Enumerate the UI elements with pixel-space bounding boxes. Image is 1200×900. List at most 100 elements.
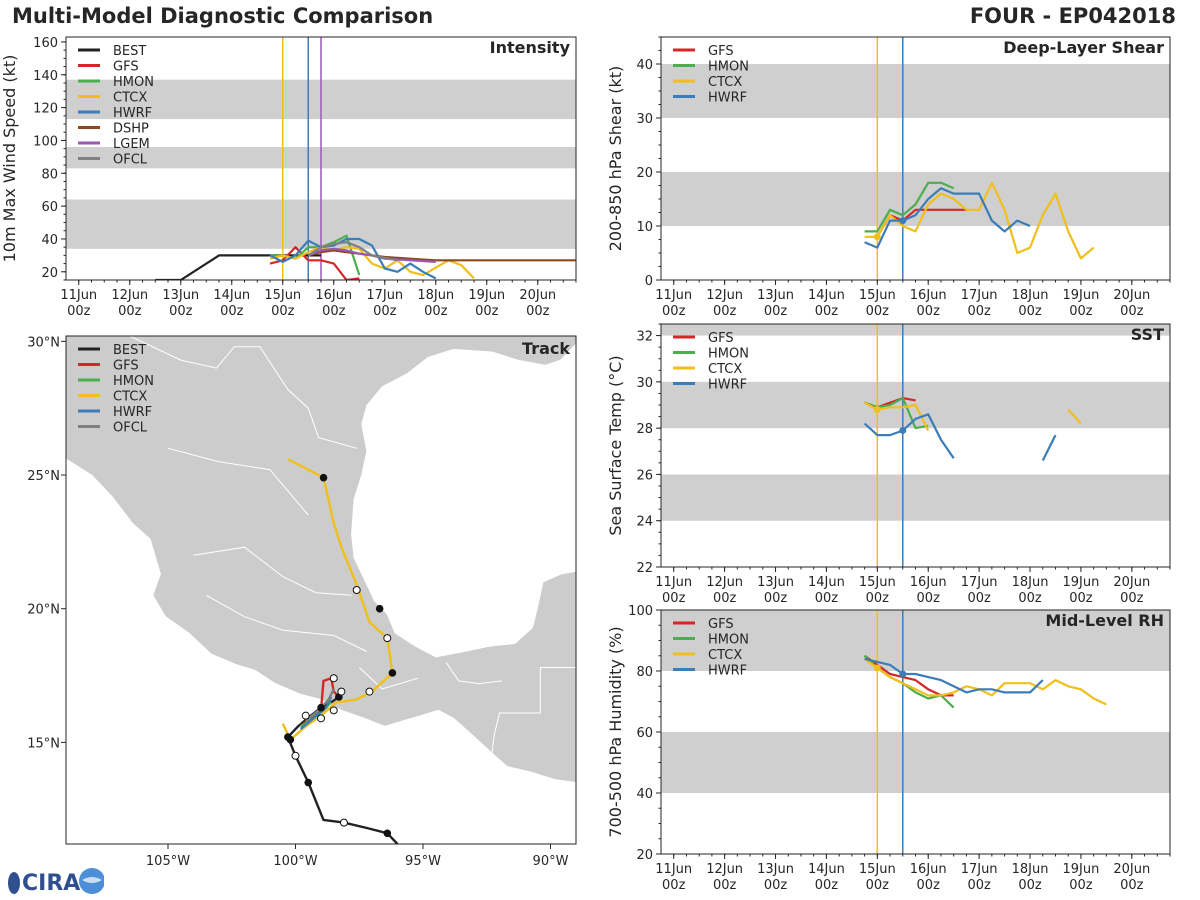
ytick-label-rh: 60: [636, 726, 653, 741]
ylabel-sst: Sea Surface Temp (°C): [606, 355, 625, 535]
xtick-label-hour-intensity: 00z: [169, 304, 193, 319]
xtick-label-day-intensity: 13Jun: [162, 288, 199, 303]
legend-label-sst-ctcx: CTCX: [708, 362, 742, 377]
series-shear-ctcx: [864, 181, 1095, 260]
init-point-sst: [899, 426, 907, 434]
xtick-label-day-sst: 12Jun: [706, 575, 743, 590]
track-point-open-ctcx: [383, 634, 392, 643]
xtick-label-hour-rh: 00z: [764, 878, 788, 893]
track-point-ctcx: [286, 735, 295, 744]
xtick-label-day-rh: 13Jun: [757, 862, 794, 877]
xtick-label-day-shear: 19Jun: [1062, 288, 1099, 303]
logo-mark-icon: [8, 872, 20, 894]
xtick-label-hour-intensity: 00z: [373, 304, 397, 319]
xtick-label-day-intensity: 11Jun: [60, 288, 97, 303]
series-intensity-hwrf: [269, 237, 437, 280]
logo-text: CIRA: [22, 871, 80, 896]
map-border-5: [445, 661, 503, 685]
xtick-label-hour-intensity: 00z: [271, 304, 295, 319]
xtick-label-day-sst: 19Jun: [1062, 575, 1099, 590]
xtick-label-hour-shear: 00z: [764, 304, 788, 319]
xtick-label-hour-intensity: 00z: [220, 304, 244, 319]
ytick-label-track: 15°N: [27, 736, 60, 751]
xtick-label-day-shear: 11Jun: [655, 288, 692, 303]
xtick-label-hour-shear: 00z: [917, 304, 941, 319]
ytick-label-sst: 24: [636, 515, 653, 530]
panel-title-sst: SST: [1131, 325, 1164, 344]
legend-label-track-ofcl: OFCL: [113, 421, 148, 436]
band-rh-1: [661, 610, 1170, 671]
xtick-label-hour-shear: 00z: [967, 304, 991, 319]
ytick-label-intensity: 100: [33, 134, 58, 149]
legend-label-intensity-hmon: HMON: [113, 75, 154, 90]
xtick-label-day-rh: 17Jun: [961, 862, 998, 877]
init-point-ctcx-rh: [873, 664, 881, 672]
xtick-label-day-shear: 18Jun: [1012, 288, 1049, 303]
legend-label-intensity-ctcx: CTCX: [113, 91, 147, 106]
xtick-label-hour-sst: 00z: [866, 591, 890, 606]
track-point-best: [317, 703, 325, 712]
series-intensity-lgem: [307, 247, 436, 263]
ylabel-intensity: 10m Max Wind Speed (kt): [0, 55, 19, 263]
legend-label-intensity-hwrf: HWRF: [113, 106, 152, 121]
ytick-label-rh: 80: [636, 665, 653, 680]
xtick-label-day-intensity: 20Jun: [519, 288, 556, 303]
series-intensity-dshp: [308, 249, 576, 262]
ytick-label-rh: 20: [636, 848, 653, 863]
storm-id: FOUR - EP042018: [969, 4, 1176, 28]
xtick-label-day-sst: 14Jun: [808, 575, 845, 590]
legend-label-shear-hwrf: HWRF: [708, 91, 747, 106]
xtick-label-hour-sst: 00z: [1069, 591, 1093, 606]
track-point-open-ofcl: [317, 714, 325, 723]
series-rh-hwrf: [864, 657, 1044, 694]
xtick-label-hour-intensity: 00z: [526, 304, 550, 319]
init-point-shear: [899, 217, 907, 225]
track-point-open-ofcl: [301, 711, 310, 720]
panel-title-intensity: Intensity: [490, 38, 571, 57]
xtick-label-track: 90°W: [533, 854, 569, 869]
plot-area-rh: [661, 610, 1170, 854]
map-border-2: [193, 546, 352, 596]
xtick-label-hour-shear: 00z: [815, 304, 839, 319]
xtick-label-hour-shear: 00z: [1069, 304, 1093, 319]
xtick-label-hour-intensity: 00z: [322, 304, 346, 319]
panel-rh: 2040608010011Jun00z12Jun00z13Jun00z14Jun…: [606, 604, 1171, 893]
xtick-label-hour-rh: 00z: [662, 878, 686, 893]
series-intensity-ofcl: [307, 241, 398, 262]
xtick-label-hour-shear: 00z: [713, 304, 737, 319]
ytick-label-rh: 40: [636, 787, 653, 802]
xtick-label-hour-sst: 00z: [917, 591, 941, 606]
legend-label-track-hmon: HMON: [113, 374, 154, 389]
series-sst-hmon: [864, 397, 929, 430]
panel-intensity: 2040608010012014016011Jun00z12Jun00z13Ju…: [0, 36, 577, 319]
xtick-label-day-sst: 17Jun: [961, 575, 998, 590]
xtick-label-hour-sst: 00z: [764, 591, 788, 606]
ylabel-shear: 200-850 hPa Shear (kt): [606, 66, 625, 252]
series-intensity-ctcx: [269, 246, 475, 280]
plot-area-shear: [661, 37, 1170, 280]
plot-area-intensity: [66, 37, 576, 280]
xtick-label-day-intensity: 18Jun: [417, 288, 454, 303]
xtick-label-hour-sst: 00z: [967, 591, 991, 606]
track-point-open-ctcx: [365, 687, 374, 696]
xtick-label-hour-rh: 00z: [815, 878, 839, 893]
xtick-label-track: 95°W: [405, 854, 441, 869]
legend-label-intensity-lgem: LGEM: [113, 137, 150, 152]
xtick-label-day-rh: 11Jun: [655, 862, 692, 877]
ytick-label-intensity: 60: [41, 200, 58, 215]
band-shear-0: [661, 172, 1170, 226]
map-area: [66, 336, 576, 844]
xtick-label-hour-rh: 00z: [917, 878, 941, 893]
series-intensity-gfs: [269, 246, 360, 280]
xtick-label-day-rh: 20Jun: [1113, 862, 1150, 877]
track-point-best: [304, 778, 313, 787]
xtick-label-day-sst: 15Jun: [859, 575, 896, 590]
ytick-label-sst: 28: [636, 422, 653, 437]
ytick-label-shear: 40: [636, 58, 653, 73]
xtick-label-day-intensity: 16Jun: [315, 288, 352, 303]
xtick-label-hour-intensity: 00z: [118, 304, 142, 319]
xtick-label-day-shear: 15Jun: [859, 288, 896, 303]
xtick-label-track: 105°W: [146, 854, 190, 869]
ytick-label-track: 20°N: [27, 603, 60, 618]
series-rh-ctcx: [863, 657, 1107, 706]
